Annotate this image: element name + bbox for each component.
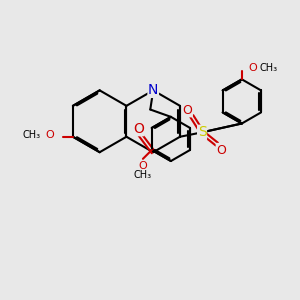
- Text: CH₃: CH₃: [259, 63, 278, 73]
- Text: O: O: [139, 161, 147, 171]
- Text: S: S: [198, 125, 206, 139]
- Text: O: O: [133, 122, 144, 136]
- Text: O: O: [249, 63, 257, 73]
- Text: O: O: [182, 104, 192, 117]
- Text: O: O: [216, 143, 226, 157]
- Text: CH₃: CH₃: [134, 170, 152, 180]
- Text: O: O: [46, 130, 55, 140]
- Text: CH₃: CH₃: [22, 130, 41, 140]
- Text: N: N: [148, 83, 158, 98]
